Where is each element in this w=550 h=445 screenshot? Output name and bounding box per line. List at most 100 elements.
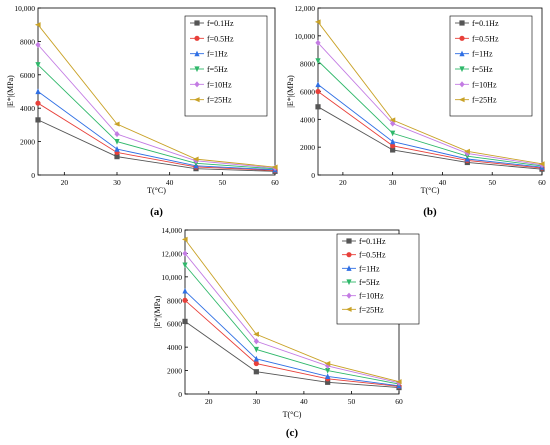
series-line-f=0.5Hz [184, 299, 400, 387]
data-point-f=10Hz-0 [35, 41, 41, 48]
data-point-f=10Hz-2 [325, 362, 331, 369]
legend-marker-f=25Hz [193, 97, 200, 103]
x-tick-label: 30 [113, 178, 121, 187]
legend-entry: f=10Hz [207, 80, 232, 89]
data-point-f=25Hz-3 [395, 379, 402, 385]
data-point-f=25Hz-0 [181, 236, 188, 242]
legend-entry: f=0.5Hz [207, 34, 234, 43]
data-point-f=25Hz-3 [538, 161, 545, 167]
legend-marker-f=0.5Hz [346, 252, 352, 258]
x-axis-label: T(°C) [421, 186, 440, 195]
series-line-f=5Hz [317, 60, 543, 167]
x-tick-label: 20 [61, 178, 69, 187]
panel-label: (b) [423, 206, 437, 218]
data-point-f=1Hz-0 [182, 287, 188, 294]
legend-marker-f=0.5Hz [459, 35, 465, 41]
y-tick-label: 2000 [20, 138, 35, 147]
y-tick-label: 2000 [167, 367, 182, 376]
data-point-f=0.5Hz-0 [182, 297, 188, 303]
y-tick-label: 12,000 [294, 4, 315, 13]
x-tick-label: 20 [339, 178, 347, 187]
data-point-f=10Hz-1 [253, 338, 259, 345]
series-line-f=1Hz [184, 290, 400, 387]
series-line-f=10Hz [184, 253, 400, 384]
data-point-f=0.5Hz-0 [35, 100, 41, 106]
y-tick-label: 4000 [20, 104, 35, 113]
y-tick-label: 14,000 [161, 226, 182, 235]
series-line-f=1Hz [37, 91, 276, 171]
x-tick-label: 40 [166, 178, 174, 187]
series-line-f=10Hz [317, 42, 543, 166]
series-line-f=25Hz [37, 24, 276, 168]
legend-entry: f=0.1Hz [472, 19, 499, 28]
legend-entry: f=10Hz [359, 292, 384, 301]
x-tick-label: 50 [348, 397, 356, 406]
legend-marker-f=0.1Hz [346, 238, 352, 244]
legend-entry: f=0.5Hz [472, 34, 499, 43]
y-tick-label: 10,000 [14, 4, 35, 13]
series-line-f=1Hz [317, 84, 543, 168]
chart-panel-0: 0 2000 4000 6000 8000 10,000 20 30 40 50 60 T(°C) |E… [6, 4, 279, 218]
legend-entry: f=1Hz [472, 50, 493, 59]
x-tick-label: 40 [439, 178, 447, 187]
y-tick-label: 8000 [20, 37, 35, 46]
y-tick-label: 8000 [300, 60, 315, 69]
x-tick-label: 40 [300, 397, 308, 406]
data-point-f=1Hz-0 [315, 81, 321, 88]
legend-marker-f=10Hz [459, 81, 465, 88]
series-line-f=25Hz [184, 239, 400, 383]
data-point-f=1Hz-1 [390, 138, 396, 145]
y-tick-label: 6000 [300, 88, 315, 97]
data-point-f=1Hz-1 [253, 355, 259, 362]
legend-marker-f=1Hz [194, 50, 200, 57]
y-tick-label: 6000 [20, 71, 35, 80]
series-line-f=10Hz [37, 44, 276, 169]
x-tick-label: 20 [205, 397, 213, 406]
y-axis-label: |E*|(MPa) [286, 75, 295, 108]
y-tick-label: 4000 [300, 115, 315, 124]
data-point-f=25Hz-2 [464, 148, 470, 154]
data-point-f=5Hz-1 [390, 130, 396, 137]
y-tick-label: 6000 [167, 320, 182, 329]
series-line-f=5Hz [37, 64, 276, 170]
legend-marker-f=5Hz [459, 66, 465, 73]
data-point-f=0.5Hz-1 [253, 360, 259, 367]
y-tick-label: 8000 [167, 296, 182, 305]
legend-marker-f=0.1Hz [194, 20, 200, 26]
panel-label: (c) [286, 427, 299, 439]
legend-entry: f=5Hz [207, 65, 228, 74]
legend-entry: f=25Hz [207, 96, 232, 105]
data-point-f=25Hz-2 [192, 156, 199, 162]
data-point-f=0.5Hz-1 [390, 143, 396, 149]
legend-entry: f=0.5Hz [359, 251, 386, 260]
y-axis-label: |E*|(MPa) [6, 75, 15, 108]
series-line-f=0.5Hz [317, 91, 543, 169]
legend-marker-f=1Hz [459, 50, 465, 57]
data-point-f=10Hz-0 [315, 39, 321, 46]
data-point-f=10Hz-0 [182, 250, 188, 257]
legend-marker-f=0.5Hz [194, 35, 200, 41]
series-line-f=25Hz [317, 21, 543, 165]
x-axis-label: T(°C) [147, 186, 166, 195]
data-point-f=10Hz-1 [390, 120, 396, 127]
data-point-f=25Hz-3 [271, 164, 278, 170]
data-point-f=1Hz-2 [325, 373, 331, 380]
data-point-f=0.1Hz-0 [35, 117, 41, 123]
data-point-f=0.1Hz-0 [315, 104, 321, 110]
data-point-f=5Hz-0 [315, 58, 321, 64]
data-point-f=0.1Hz-1 [114, 154, 120, 160]
data-point-f=1Hz-1 [114, 146, 120, 152]
x-tick-label: 50 [219, 178, 227, 187]
legend-entry: f=1Hz [207, 50, 228, 59]
chart-panel-2: 0 2000 4000 6000 8000 10,000 12,000 14,000 20 30 4… [153, 226, 420, 439]
legend-marker-f=10Hz [194, 81, 200, 88]
data-point-f=0.1Hz-2 [325, 379, 331, 385]
legend-marker-f=10Hz [346, 292, 352, 299]
data-point-f=25Hz-1 [389, 117, 396, 123]
x-axis-label: T(°C) [283, 410, 302, 419]
legend-entry: f=5Hz [472, 65, 493, 74]
legend-entry: f=0.1Hz [207, 19, 234, 28]
y-tick-label: 10,000 [161, 273, 182, 282]
panel-label: (a) [150, 206, 163, 218]
legend-marker-f=0.1Hz [459, 20, 465, 26]
